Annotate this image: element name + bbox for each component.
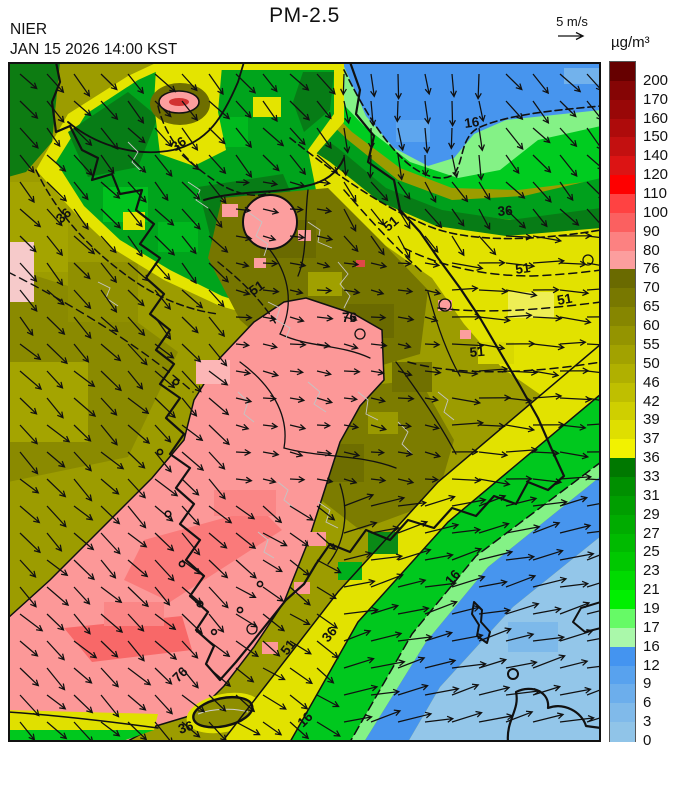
colorbar-segment <box>610 401 635 422</box>
colorbar-segment <box>610 552 635 572</box>
contour-value-label: 51 <box>469 344 486 360</box>
colorbar-tick-label: 170 <box>643 90 669 108</box>
colorbar-tick-label: 50 <box>643 354 660 372</box>
contour-value-label: 36 <box>176 718 195 737</box>
colorbar-tick-label: 27 <box>643 524 660 542</box>
colorbar-segment <box>610 326 635 346</box>
colorbar-tick-label: 16 <box>643 637 660 655</box>
colorbar-tick-label: 9 <box>643 675 652 693</box>
colorbar-tick-label: 90 <box>643 222 660 240</box>
colorbar-tick-label: 120 <box>643 166 669 184</box>
jeju-island <box>186 692 262 734</box>
colorbar-tick-label: 17 <box>643 618 660 636</box>
colorbar-segment <box>610 571 635 591</box>
colorbar-segment <box>610 495 635 516</box>
colorbar-segment <box>610 590 635 610</box>
colorbar-segment <box>610 307 635 327</box>
colorbar-segment <box>610 212 635 233</box>
colorbar-tick-label: 150 <box>643 128 669 146</box>
map-container: 16 36 51 51 51 51 76 36 36 51 76 51 36 36 16 16 <box>7 60 623 745</box>
colorbar-tick-label: 55 <box>643 335 660 353</box>
wind-reference-arrow-icon <box>558 31 585 41</box>
colorbar-tick-label: 0 <box>643 732 652 749</box>
colorbar-tick-label: 110 <box>643 185 667 203</box>
contour-lines <box>7 69 602 743</box>
colorbar-tick-label: 33 <box>643 467 660 485</box>
map-regions <box>7 62 601 743</box>
colorbar-segment <box>610 458 635 478</box>
wind-arrows <box>19 73 623 745</box>
colorbar-segment <box>610 137 635 157</box>
map-frame <box>8 62 601 742</box>
colorbar-segment <box>610 80 635 101</box>
colorbar-segment <box>610 62 635 82</box>
colorbar-tick-label: 37 <box>643 430 660 448</box>
contour-value-label: 51 <box>556 290 574 307</box>
colorbar-tick-label: 31 <box>643 486 660 504</box>
colorbar-segment <box>610 231 635 252</box>
colorbar-segment <box>610 175 635 195</box>
colorbar-tick-label: 39 <box>643 411 660 429</box>
colorbar-segment <box>610 156 635 176</box>
colorbar-tick-label: 12 <box>643 656 660 674</box>
colorbar-segment <box>610 514 635 535</box>
colorbar-tick-label: 6 <box>643 694 652 712</box>
colorbar-segment <box>610 533 635 554</box>
wind-speed-legend: 5 m/s <box>544 14 600 41</box>
colorbar-segment <box>610 363 635 384</box>
colorbar-tick-label: 23 <box>643 562 660 580</box>
colorbar-segment <box>610 382 635 403</box>
colorbar-tick-label: 100 <box>643 203 669 221</box>
colorbar-segment <box>610 627 635 648</box>
colorbar-tick-label: 80 <box>643 241 660 259</box>
colorbar-tick-label: 46 <box>643 373 660 391</box>
colorbar-segment <box>610 194 635 214</box>
page-title: PM-2.5 <box>269 4 340 27</box>
colorbar-tick-label: 3 <box>643 713 652 731</box>
colorbar-segment <box>610 722 635 742</box>
colorbar-segment <box>610 118 635 139</box>
colorbar-tick-label: 60 <box>643 317 660 335</box>
colorbar-tick-label: 70 <box>643 279 660 297</box>
colorbar-tick-label: 29 <box>643 505 660 523</box>
colorbar-segment <box>610 439 635 459</box>
colorbar-tick-label: 36 <box>643 449 660 467</box>
colorbar-segment <box>610 99 635 120</box>
colorbar-segment <box>610 288 635 308</box>
colorbar-tick-label: 76 <box>643 260 660 278</box>
contour-value-label: 51 <box>514 260 531 277</box>
colorbar-unit-label: µg/m³ <box>611 34 650 51</box>
colorbar-tick-label: 200 <box>643 71 669 89</box>
contour-value-label: 76 <box>342 310 358 325</box>
agency-label: NIER <box>10 21 48 38</box>
contour-value-label: 36 <box>497 203 514 219</box>
colorbar-tick-label: 21 <box>643 581 660 599</box>
colorbar-segment <box>610 476 635 497</box>
colorbar-tick-label: 65 <box>643 298 660 316</box>
colorbar-segment <box>610 420 635 440</box>
colorbar-segment <box>610 250 635 271</box>
colorbar-segment <box>610 269 635 290</box>
colorbar-tick-label: 140 <box>643 147 669 165</box>
wind-speed-label: 5 m/s <box>556 14 588 29</box>
datetime-label: JAN 15 2026 14:00 KST <box>10 41 178 58</box>
colorbar-segment <box>610 344 635 365</box>
colorbar-segment <box>610 684 635 704</box>
colorbar-segment <box>610 665 635 686</box>
colorbar-tick-label: 25 <box>643 543 660 561</box>
colorbar-segment <box>610 608 635 629</box>
colorbar-segment <box>610 703 635 723</box>
colorbar-tick-label: 42 <box>643 392 660 410</box>
colorbar-tick-label: 19 <box>643 599 660 617</box>
colorbar: 200 170 160 150 140 120 110 100 90 80 76 70 65 60 55 50… <box>609 61 668 749</box>
colorbar-segment <box>610 646 635 667</box>
contour-value-label: 16 <box>463 114 480 131</box>
colorbar-tick-label: 160 <box>643 109 669 127</box>
